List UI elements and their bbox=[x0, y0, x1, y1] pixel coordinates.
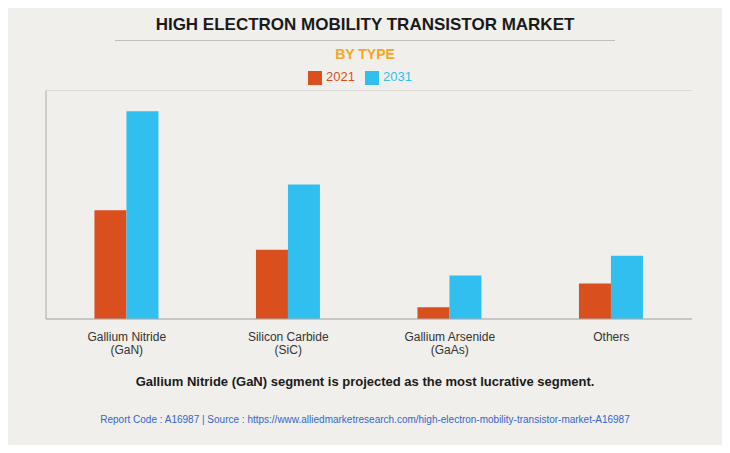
svg-text:Others: Others bbox=[593, 330, 629, 344]
html-text:HIGH ELECTRON MOBILITY TRANSIS: HIGH ELECTRON MOBILITY TRANSISTOR MARKET bbox=[155, 15, 575, 34]
html-text:BY TYPE: BY TYPE bbox=[335, 46, 395, 62]
svg-text:Silicon Carbide(SiC): Silicon Carbide(SiC) bbox=[248, 330, 329, 358]
html-text:2031: 2031 bbox=[383, 69, 412, 84]
html-text:2021: 2021 bbox=[326, 69, 355, 84]
html-text:Report Code : A16987 | Source: Report Code : A16987 | Source : https://… bbox=[100, 414, 630, 425]
svg-text:Gallium Arsenide(GaAs): Gallium Arsenide(GaAs) bbox=[404, 330, 495, 358]
svg-text:Gallium Nitride(GaN): Gallium Nitride(GaN) bbox=[87, 330, 166, 358]
html-text:Gallium Nitride (GaN) segment: Gallium Nitride (GaN) segment is project… bbox=[135, 374, 595, 389]
